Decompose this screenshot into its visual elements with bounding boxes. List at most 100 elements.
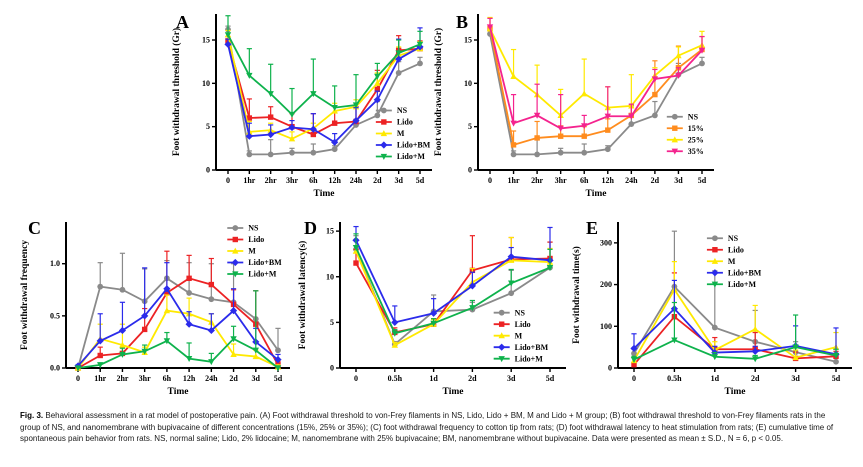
marker-square: [605, 127, 611, 133]
marker-triangle-down: [352, 244, 360, 251]
panel-letter: A: [176, 12, 189, 32]
panel-letter: B: [456, 12, 468, 32]
marker-triangle: [232, 247, 239, 254]
marker-triangle-down: [185, 356, 193, 363]
marker-square: [381, 119, 387, 125]
y-axis-title: Foot withdrawal threshold (Gr): [171, 28, 182, 156]
panel-d-chart: 0 5 10 15 0 0.5h 1d 2d 3d 5d Time Foot withdrawal l…: [294, 212, 574, 406]
marker-circle: [833, 358, 839, 365]
y-tick-label: 0.5: [50, 311, 60, 320]
axis-labels: 0 5 10 15 0 1hr 2hr 3hr 6h 12h 24h 2d 3d 5d Time Foot w…: [171, 28, 425, 199]
series-NS: [353, 235, 553, 348]
series-line: [227, 29, 421, 156]
x-tick-label: 0: [632, 374, 636, 383]
panel-a-chart: 0 5 10 15 0 1hr 2hr 3hr 6h 12h 24h 2d 3d 5d Time Foot w…: [168, 6, 440, 208]
series-line: [227, 34, 421, 140]
y-tick-label: 0: [206, 166, 210, 175]
legend-label: M: [397, 129, 405, 138]
chart-canvas-C: 0.0 0.5 1.0 0 1hr 2hr 3hr 6h 12h 24h 2d 3d 5d Time Foo…: [20, 218, 290, 397]
marker-square: [712, 247, 718, 253]
x-axis-title: Time: [586, 189, 607, 199]
series-35%: [486, 17, 706, 132]
marker-triangle-down: [288, 111, 296, 118]
legend: NS Lido M Lido+BM Lido+M: [227, 224, 282, 279]
legend-label: NS: [397, 106, 408, 115]
marker-circle: [671, 113, 678, 120]
marker-triangle-down: [698, 47, 706, 54]
x-tick-label: 0.5h: [667, 374, 682, 383]
x-axis-title: Time: [725, 387, 746, 397]
series-Lido+M: [224, 15, 424, 118]
marker-triangle-down: [675, 72, 682, 79]
marker-square: [498, 321, 505, 327]
panel-letter: D: [304, 218, 317, 238]
marker-triangle-down: [604, 113, 611, 120]
marker-circle: [510, 151, 517, 158]
marker-diamond: [468, 282, 476, 290]
x-tick-label: 1d: [429, 374, 438, 383]
chart-canvas-B: 0 5 10 15 0 1hr 2hr 3hr 6h 12h 24h 2d 3d 5d Time Foot w…: [433, 12, 714, 199]
y-tick-label: 5: [468, 122, 472, 131]
series-line: [633, 285, 837, 363]
marker-diamond: [224, 40, 232, 48]
marker-triangle-down: [352, 102, 360, 109]
marker-triangle-down: [671, 148, 678, 155]
series-Lido+M: [352, 233, 554, 337]
marker-square: [631, 361, 637, 368]
series-line: [227, 34, 421, 116]
marker-triangle: [163, 307, 171, 314]
x-tick-label: 2d: [373, 176, 382, 185]
marker-circle: [498, 309, 505, 316]
marker-triangle: [498, 332, 505, 339]
x-tick-label: 3d: [394, 176, 403, 185]
series-M: [352, 236, 554, 348]
marker-diamond: [498, 343, 506, 351]
marker-circle: [97, 283, 104, 290]
marker-diamond: [245, 132, 253, 140]
x-tick-label: 24h: [625, 176, 638, 185]
marker-diamond: [231, 258, 239, 267]
y-tick-label: 1.0: [50, 259, 60, 268]
marker-triangle: [119, 341, 126, 348]
legend-label: Lido: [397, 118, 413, 127]
marker-triangle-down: [246, 72, 253, 79]
marker-circle: [289, 149, 295, 156]
marker-triangle: [510, 73, 517, 79]
x-tick-label: 5d: [546, 374, 555, 383]
series-line: [77, 309, 279, 369]
marker-triangle-down: [374, 73, 381, 80]
x-tick-label: 3d: [507, 374, 516, 383]
marker-square: [232, 236, 238, 243]
series-line: [355, 250, 551, 347]
x-tick-label: 5d: [274, 374, 283, 383]
series-line: [355, 247, 551, 335]
marker-triangle-down: [711, 281, 719, 288]
marker-square: [164, 290, 170, 296]
x-tick-label: 5d: [416, 176, 425, 185]
series-line: [489, 28, 703, 117]
marker-circle: [508, 290, 515, 297]
marker-square: [353, 260, 359, 266]
marker-square: [534, 135, 540, 141]
legend-label: M: [248, 247, 256, 256]
x-axis-title: Time: [443, 387, 464, 397]
x-tick-label: 0: [76, 374, 80, 383]
panel-e-chart: 0 100 200 300 0 0.5h 1d 2d 3d 5d Time Foot withdraw…: [568, 212, 860, 406]
marker-circle: [628, 121, 635, 127]
marker-circle: [699, 60, 705, 67]
marker-triangle: [252, 353, 259, 360]
marker-circle: [267, 151, 274, 158]
legend-label: NS: [248, 224, 259, 233]
marker-triangle-down: [557, 125, 564, 132]
marker-square: [331, 120, 338, 126]
marker-triangle-down: [651, 76, 659, 83]
legend-label: 15%: [688, 124, 704, 133]
caption-body: Behavioral assessment in a rat model of …: [20, 411, 834, 443]
marker-circle: [711, 324, 718, 331]
marker-diamond: [163, 285, 171, 293]
marker-diamond: [630, 344, 638, 352]
legend: NS Lido M Lido+BM Lido+M: [493, 308, 549, 363]
series-line: [227, 44, 421, 144]
series-line: [633, 315, 837, 366]
